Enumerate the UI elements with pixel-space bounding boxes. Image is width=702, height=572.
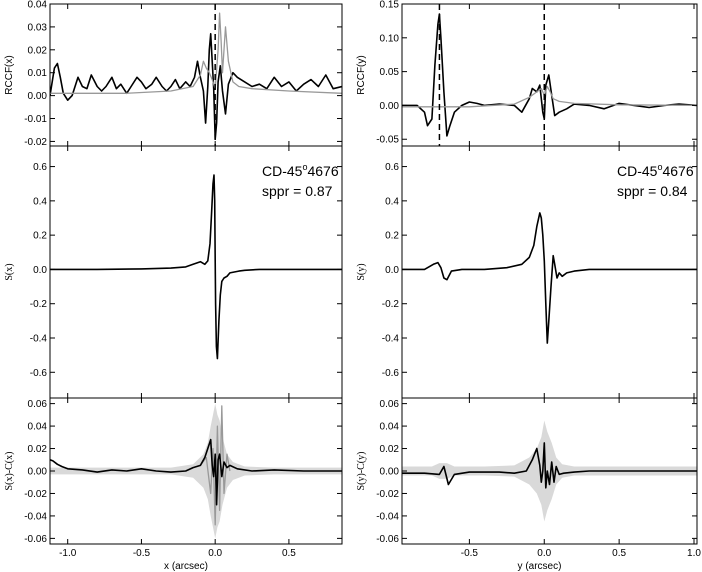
y-tick-label: 0.00 [380,467,400,478]
series-line-1 [50,32,342,140]
y-tick-label: 0.05 [380,67,400,78]
y-tick-label: 0.0 [33,265,47,276]
uncertainty-band [50,403,342,539]
series-line-1 [402,212,697,344]
y-axis-label: RCCF(x) [4,55,15,94]
uncertainty-band [402,420,697,522]
y-tick-label: 0.01 [28,68,48,79]
x-tick-label: -1.0 [59,548,77,559]
y-tick-label: 0.02 [28,444,48,455]
x-tick-label: 0.0 [537,548,551,559]
y-tick-label: 0.4 [33,196,47,207]
y-tick-label: -0.4 [30,334,48,345]
y-axis-label: RCCF(y) [356,55,367,94]
plot-area [402,13,697,137]
y-tick-label: 0.02 [28,45,48,56]
y-tick-label: -0.4 [382,334,400,345]
y-tick-label: -0.01 [24,114,47,125]
sppr-label: sppr = 0.84 [617,183,688,199]
y-tick-label: 0.2 [33,231,47,242]
y-tick-label: -0.06 [376,534,399,545]
y-axis-label: S(y) [356,263,367,280]
y-tick-label: 0.00 [380,101,400,112]
plot-area [50,403,342,539]
y-tick-label: -0.04 [24,511,47,522]
plot-area [402,420,697,522]
star-name: CD-45o4676 [617,162,694,179]
plot-frame [49,3,343,147]
plot-area [50,174,342,360]
y-tick-label: 0.00 [28,467,48,478]
series-line-1 [402,13,697,137]
y-tick-label: -0.6 [382,368,400,379]
x-tick-label: 1.0 [687,548,701,559]
y-tick-label: 0.4 [385,196,399,207]
diff-y-panel: -0.06 -0.04 -0.02 0.00 0.02 0.04 0.06 -0.5 0.0 0.… [356,397,701,572]
sy-panel: -0.6 -0.4 -0.2 0.0 0.2 0.4 0.6 S(y) CD-45o4676 sp… [356,145,698,399]
y-axis-label: S(y)-C(y) [356,452,367,491]
rccf-y-panel: -0.05 0.00 0.05 0.10 0.15 RCCF(y) [356,0,698,147]
y-tick-label: -0.02 [24,137,47,148]
series-line-2 [50,438,342,506]
y-tick-label: -0.02 [376,489,399,500]
y-tick-label: 0.0 [385,265,399,276]
y-axis-label: S(x)-C(x) [4,452,15,491]
y-tick-label: -0.04 [376,511,399,522]
sx-panel: -0.6 -0.4 -0.2 0.0 0.2 0.4 0.6 S(x) CD-45o4676 sp… [4,145,343,399]
series-line-1 [402,442,697,489]
y-tick-label: -0.05 [376,135,399,146]
y-tick-label: 0.06 [28,399,48,410]
y-tick-label: 0.04 [28,422,48,433]
rccf-x-panel: -0.02 -0.01 0.00 0.01 0.02 0.03 0.04 RCCF(x) [4,0,343,148]
x-tick-label: 0.0 [208,548,222,559]
y-tick-label: 0.06 [380,399,400,410]
y-tick-label: 0.6 [33,162,47,173]
x-tick-label: 0.5 [282,548,296,559]
y-tick-label: 0.6 [385,162,399,173]
x-tick-label: -0.5 [461,548,479,559]
y-tick-label: 0.2 [385,231,399,242]
x-axis-label: x (arcsec) [164,561,208,572]
y-axis-label: S(x) [4,263,15,280]
x-tick-label: 0.5 [612,548,626,559]
diff-x-panel: -0.06 -0.04 -0.02 0.00 0.02 0.04 0.06 -1.0 -0.5 0… [4,397,343,572]
y-tick-label: 0.15 [380,0,400,11]
y-tick-label: 0.04 [380,422,400,433]
y-tick-label: 0.02 [380,444,400,455]
y-tick-label: -0.6 [30,368,48,379]
series-line-2 [402,85,697,108]
x-tick-label: -0.5 [133,548,151,559]
y-tick-label: 0.00 [28,91,48,102]
y-tick-label: -0.2 [30,299,48,310]
y-tick-label: 0.10 [380,33,400,44]
series-line-1 [50,174,342,360]
series-line-1 [199,405,231,526]
x-axis-label: y (arcsec) [518,561,562,572]
y-tick-label: -0.06 [24,534,47,545]
plot-area [402,212,697,344]
y-tick-label: -0.2 [382,299,400,310]
y-tick-label: 0.04 [28,0,48,11]
sppr-label: sppr = 0.87 [262,183,333,199]
series-line-2 [50,12,342,94]
plot-area [50,12,342,140]
y-tick-label: 0.03 [28,22,48,33]
star-name: CD-45o4676 [262,162,339,179]
y-tick-label: -0.02 [24,489,47,500]
